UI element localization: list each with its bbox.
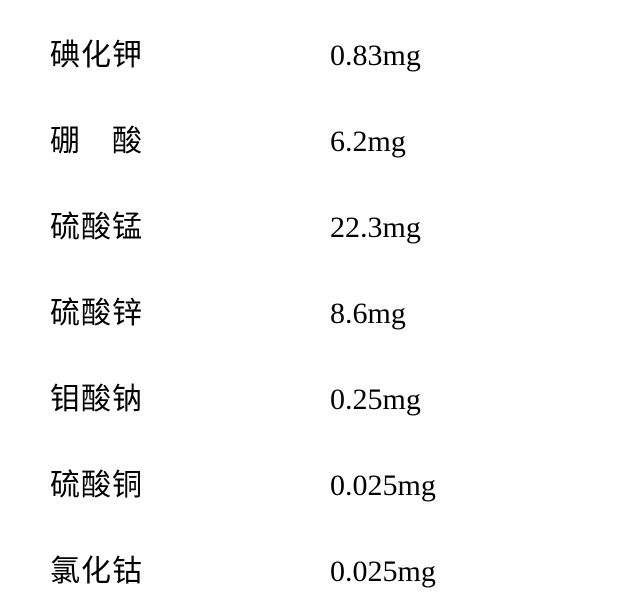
table-row: 硼 酸 6.2mg [50,116,585,160]
reagent-label: 硫酸铜 [50,460,330,504]
reagent-value: 0.25mg [330,383,421,417]
table-row: 硫酸锌 8.6mg [50,288,585,332]
reagent-value: 0.025mg [330,555,436,589]
table-row: 硫酸锰 22.3mg [50,202,585,246]
reagent-value: 8.6mg [330,297,406,331]
reagent-value: 6.2mg [330,125,406,159]
reagent-label: 硫酸锰 [50,202,330,246]
table-row: 氯化钴 0.025mg [50,546,585,590]
table-row: 钼酸钠 0.25mg [50,374,585,418]
table-row: 碘化钾 0.83mg [50,30,585,74]
table-row: 硫酸铜 0.025mg [50,460,585,504]
reagent-value: 0.83mg [330,39,421,73]
reagent-label: 硫酸锌 [50,288,330,332]
reagent-label: 氯化钴 [50,546,330,590]
reagent-label: 钼酸钠 [50,374,330,418]
reagent-table: 碘化钾 0.83mg 硼 酸 6.2mg 硫酸锰 22.3mg 硫酸锌 8.6m… [50,30,585,590]
reagent-value: 22.3mg [330,211,421,245]
reagent-label: 碘化钾 [50,30,330,74]
reagent-label: 硼 酸 [50,116,330,160]
reagent-value: 0.025mg [330,469,436,503]
